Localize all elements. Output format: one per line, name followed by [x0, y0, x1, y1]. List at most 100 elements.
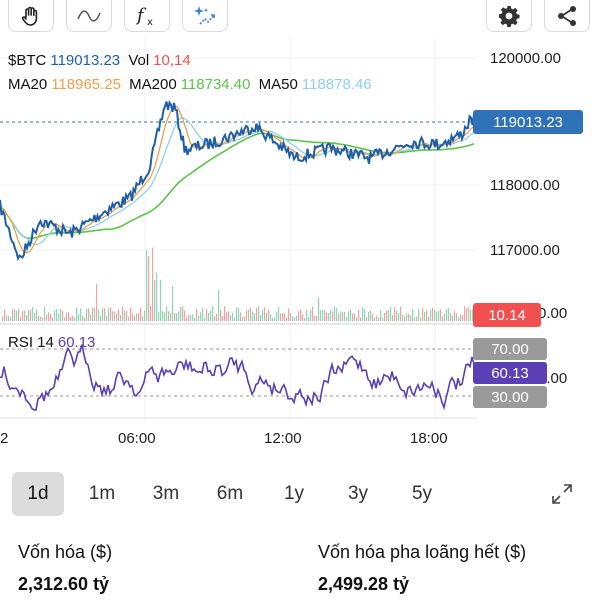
- volume-bar: [412, 309, 414, 321]
- volume-bar: [40, 316, 42, 321]
- volume-bar: [4, 309, 6, 321]
- volume-bar: [64, 317, 66, 321]
- volume-bar: [94, 307, 96, 321]
- volume-bar: [88, 308, 90, 321]
- volume-bar: [296, 315, 298, 321]
- volume-bar: [410, 315, 412, 321]
- volume-bar: [406, 313, 408, 321]
- volume-bar: [8, 315, 10, 321]
- volume-bar: [34, 312, 36, 321]
- volume-bar: [186, 317, 188, 321]
- volume-bar: [304, 317, 306, 321]
- range-selector: 1d 1m 3m 6m 1y 3y 5y: [0, 472, 600, 518]
- volume-bar: [326, 312, 328, 321]
- volume-bar: [450, 313, 452, 321]
- volume-bar: [368, 311, 370, 321]
- volume-bar: [456, 312, 458, 321]
- volume-bar: [168, 311, 170, 321]
- volume-bar: [390, 306, 392, 321]
- volume-bar: [380, 310, 382, 321]
- volume-bar: [28, 309, 30, 321]
- volume-bar: [196, 308, 198, 321]
- volume-bar: [136, 313, 138, 321]
- volume-bar: [174, 312, 176, 321]
- volume-bar: [190, 314, 192, 321]
- range-1y-button[interactable]: 1y: [283, 483, 305, 504]
- volume-bar: [332, 311, 334, 321]
- volume-bar: [268, 309, 270, 321]
- volume-bar: [72, 315, 74, 321]
- volume-bar: [434, 309, 436, 321]
- svg-text:f: f: [135, 5, 147, 26]
- volume-bar: [386, 310, 388, 321]
- settings-button[interactable]: [486, 0, 532, 32]
- volume-bar: [144, 310, 146, 321]
- range-3y-button[interactable]: 3y: [347, 483, 369, 504]
- volume-bar: [172, 285, 174, 321]
- range-5y-button[interactable]: 5y: [411, 483, 433, 504]
- volume-bar: [382, 317, 384, 321]
- volume-bar: [106, 315, 108, 321]
- volume-bar: [22, 311, 24, 321]
- volume-bar: [16, 310, 18, 321]
- rsi-legend: RSI 14 60.13: [8, 334, 99, 351]
- share-button[interactable]: [544, 0, 590, 32]
- price-chart[interactable]: [0, 38, 600, 438]
- volume-bar: [320, 310, 322, 321]
- volume-bar: [98, 309, 100, 321]
- volume-bar: [346, 316, 348, 321]
- range-6m-button[interactable]: 6m: [216, 483, 244, 504]
- ma200-label: MA200: [129, 76, 177, 93]
- rsi-upper-tag: 70.00: [473, 338, 547, 360]
- sparkle-trend-icon: [194, 5, 215, 25]
- volume-bar: [176, 313, 178, 321]
- rsi-label: RSI 14: [8, 334, 54, 351]
- volume-bar: [262, 309, 264, 321]
- volume-bar: [322, 309, 324, 321]
- volume-bar: [44, 306, 46, 321]
- volume-bar: [348, 311, 350, 321]
- line-tool-button[interactable]: [66, 0, 112, 32]
- volume-bar: [132, 313, 134, 321]
- volume-bar: [84, 317, 86, 321]
- volume-bar: [288, 308, 290, 321]
- volume-bar: [36, 309, 38, 321]
- volume-bar: [108, 308, 110, 321]
- volume-bar: [408, 313, 410, 321]
- ai-analysis-button[interactable]: [182, 0, 228, 32]
- volume-bar: [426, 310, 428, 321]
- symbol-label: $BTC: [8, 52, 47, 69]
- volume-bar: [424, 311, 426, 321]
- volume-bar: [366, 317, 368, 321]
- volume-axis-label: 0.00: [538, 305, 568, 322]
- volume-bar: [208, 313, 210, 321]
- range-1d-button[interactable]: 1d: [12, 472, 64, 516]
- volume-bar: [374, 317, 376, 321]
- range-3m-button[interactable]: 3m: [152, 483, 180, 504]
- hand-tool-button[interactable]: [8, 0, 54, 32]
- volume-bar: [416, 316, 418, 321]
- volume-tag: 10.14: [473, 303, 541, 327]
- volume-bar: [114, 311, 116, 321]
- volume-bar: [312, 306, 314, 321]
- range-1m-button[interactable]: 1m: [88, 483, 116, 504]
- volume-bar: [336, 308, 338, 321]
- volume-bar: [294, 317, 296, 321]
- volume-bar: [472, 309, 474, 321]
- price-legend: $BTC 119013.23 Vol 10,14: [8, 52, 195, 69]
- volume-bar: [404, 316, 406, 321]
- price-value: 119013.23: [50, 52, 121, 69]
- volume-bar: [292, 316, 294, 321]
- volume-bar: [300, 309, 302, 321]
- volume-bar: [470, 309, 472, 321]
- indicator-button[interactable]: f x: [124, 0, 170, 32]
- fullscreen-button[interactable]: [540, 472, 584, 516]
- volume-bar: [242, 316, 244, 321]
- volume-bar: [188, 315, 190, 321]
- volume-bar: [418, 308, 420, 321]
- ma50-value: 118878.46: [301, 76, 372, 93]
- volume-bar: [460, 314, 462, 321]
- volume-bar: [428, 316, 430, 321]
- volume-bar: [160, 279, 162, 321]
- volume-bar: [204, 317, 206, 321]
